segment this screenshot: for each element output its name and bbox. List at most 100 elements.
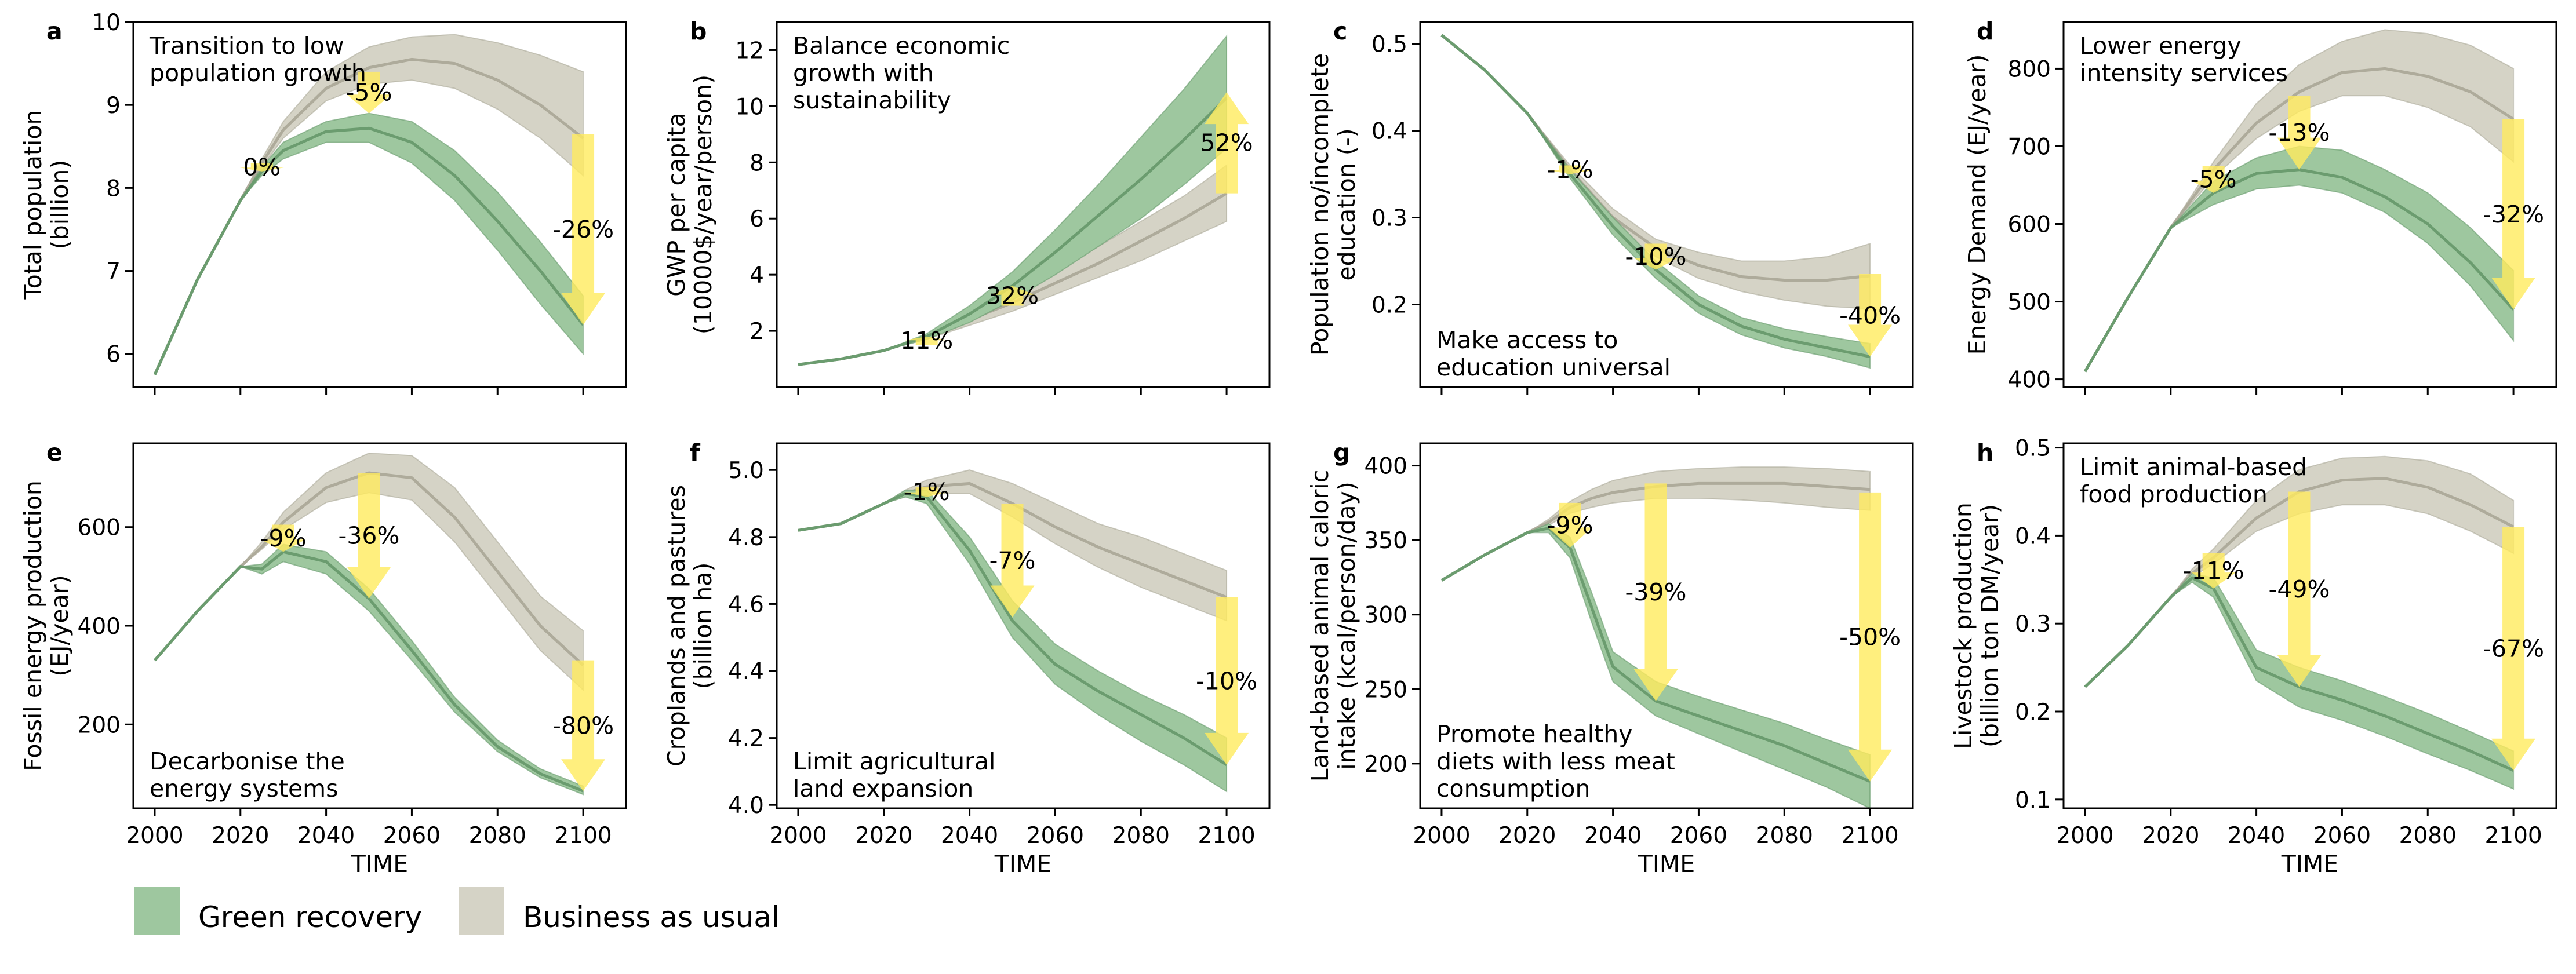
change-label: -1% bbox=[1547, 156, 1593, 184]
y-tick-label: 250 bbox=[1365, 677, 1407, 703]
change-label: -9% bbox=[1547, 511, 1593, 539]
y-tick-label: 800 bbox=[2008, 56, 2051, 82]
x-tick-label: 2020 bbox=[212, 823, 269, 849]
x-tick-label: 2060 bbox=[2313, 823, 2371, 849]
panel-title-line: Limit animal-based bbox=[2080, 453, 2307, 481]
x-tick-label: 2100 bbox=[554, 823, 612, 849]
y-tick-label: 0.4 bbox=[1371, 119, 1407, 145]
panel-title-line: Transition to low bbox=[149, 32, 344, 60]
panel-title-line: education universal bbox=[1436, 353, 1671, 381]
y-axis-label-line: Population no/incomplete bbox=[1306, 53, 1334, 356]
y-tick-label: 5.0 bbox=[728, 458, 764, 484]
x-tick-label: 2000 bbox=[126, 823, 183, 849]
y-axis-label: Livestock production(billion ton DM/year… bbox=[1949, 502, 2004, 749]
x-tick-label: 2040 bbox=[1584, 823, 1642, 849]
y-axis-label-line: (billion ha) bbox=[689, 563, 717, 690]
change-label: -32% bbox=[2483, 200, 2544, 228]
change-arrow bbox=[1205, 92, 1249, 194]
green-line bbox=[1440, 34, 1871, 358]
y-tick-label: 6 bbox=[749, 206, 764, 232]
y-tick-label: 600 bbox=[78, 515, 121, 541]
change-arrow bbox=[1848, 492, 1893, 782]
chart-panels: 0% -5% -26% 6 7 8 9 10 Total population(billion)… bbox=[19, 10, 2557, 878]
change-label: -11% bbox=[2183, 557, 2244, 585]
change-label: -49% bbox=[2269, 575, 2330, 603]
change-label: -1% bbox=[904, 478, 950, 506]
change-label: -67% bbox=[2483, 635, 2544, 663]
y-tick-label: 4.6 bbox=[728, 592, 764, 618]
change-arrow bbox=[2277, 96, 2322, 170]
change-label: -50% bbox=[1839, 623, 1901, 651]
panel-d: -5% -13% -32% 400 500 600 700 800 Energy Demand … bbox=[1963, 17, 2557, 395]
y-tick-label: 600 bbox=[2008, 212, 2051, 238]
panel-title-line: Limit agricultural bbox=[793, 747, 995, 775]
x-tick-label: 2100 bbox=[1841, 823, 1898, 849]
y-tick-label: 4.4 bbox=[728, 659, 764, 685]
panel-letter: f bbox=[690, 439, 701, 466]
x-tick-label: 2000 bbox=[2056, 823, 2113, 849]
x-tick-label: 2100 bbox=[2484, 823, 2542, 849]
x-tick-label: 2040 bbox=[941, 823, 998, 849]
plot-frame bbox=[132, 21, 627, 388]
x-axis-label: TIME bbox=[994, 850, 1051, 878]
y-tick-label: 0.5 bbox=[2015, 436, 2051, 462]
green-band bbox=[2084, 145, 2515, 372]
change-arrow bbox=[2191, 165, 2236, 193]
y-tick-label: 7 bbox=[106, 259, 121, 285]
change-label: 11% bbox=[900, 327, 953, 355]
x-tick-label: 2020 bbox=[855, 823, 912, 849]
change-arrow bbox=[1848, 274, 1893, 357]
y-axis-label-line: GWP per capita bbox=[663, 112, 690, 297]
change-arrow bbox=[1205, 597, 1249, 765]
plot-frame bbox=[776, 21, 1271, 388]
x-tick-label: 2040 bbox=[2228, 823, 2285, 849]
y-axis-label-line: Livestock production bbox=[1949, 502, 1977, 749]
plot-frame bbox=[1419, 21, 1914, 388]
change-arrow bbox=[904, 487, 949, 497]
change-label: -39% bbox=[1625, 578, 1687, 606]
y-axis-label-line: Croplands and pastures bbox=[663, 485, 690, 767]
y-tick-label: 10 bbox=[735, 94, 764, 120]
y-axis-label-line: (billion ton DM/year) bbox=[1976, 504, 2004, 747]
change-arrow bbox=[261, 524, 305, 552]
x-tick-label: 2000 bbox=[769, 823, 827, 849]
change-arrow bbox=[904, 336, 949, 345]
change-arrow bbox=[1633, 483, 1678, 701]
y-tick-label: 12 bbox=[735, 38, 764, 64]
change-label: 52% bbox=[1200, 129, 1253, 156]
panel-title-line: intensity services bbox=[2080, 59, 2288, 87]
y-axis-label: Fossil energy production(EJ/year) bbox=[19, 480, 74, 771]
y-tick-label: 4.0 bbox=[728, 793, 764, 819]
change-arrow bbox=[1633, 243, 1678, 270]
panel-title-line: sustainability bbox=[793, 86, 951, 114]
x-tick-label: 2080 bbox=[469, 823, 526, 849]
y-tick-label: 0.3 bbox=[2015, 611, 2051, 637]
x-tick-label: 2080 bbox=[2399, 823, 2457, 849]
bau-band bbox=[154, 34, 584, 375]
x-tick-label: 2080 bbox=[1112, 823, 1170, 849]
panel-title-line: Promote healthy bbox=[1436, 720, 1632, 748]
panel-h: -11% -49% -67% 0.1 0.2 0.3 0.4 0.5 2000 2020 2040 2… bbox=[1949, 436, 2557, 878]
y-tick-label: 6 bbox=[106, 342, 121, 368]
change-arrow bbox=[1548, 502, 1592, 548]
change-arrow bbox=[347, 473, 391, 599]
change-label: -10% bbox=[1196, 667, 1257, 695]
plot-frame bbox=[776, 442, 1271, 809]
panel-letter: a bbox=[46, 17, 63, 45]
y-tick-label: 0.3 bbox=[1371, 206, 1407, 232]
panel-f: -1% -7% -10% 4.0 4.2 4.4 4.6 4.8 5.0 2000 2020 2040… bbox=[663, 439, 1271, 878]
change-arrow bbox=[2491, 119, 2536, 309]
x-tick-label: 2100 bbox=[1198, 823, 1255, 849]
change-label: -7% bbox=[989, 546, 1036, 574]
green-line bbox=[154, 550, 584, 793]
panel-letter: d bbox=[1977, 17, 1993, 45]
legend: Green recovery Business as usual bbox=[134, 887, 780, 935]
y-tick-label: 0.1 bbox=[2015, 787, 2051, 814]
legend-label-bau: Business as usual bbox=[523, 900, 780, 934]
panel-e: -9% -36% -80% 200 400 600 2000 2020 2040 2060 2080… bbox=[19, 439, 627, 878]
panel-title-line: Lower energy bbox=[2080, 32, 2242, 60]
panel-title-line: Decarbonise the bbox=[150, 747, 345, 775]
panel-title-line: Make access to bbox=[1436, 326, 1618, 354]
panel-b: 11% 32% 52% 2 4 6 8 10 12 GWP per capita(10000$/y… bbox=[663, 17, 1271, 395]
